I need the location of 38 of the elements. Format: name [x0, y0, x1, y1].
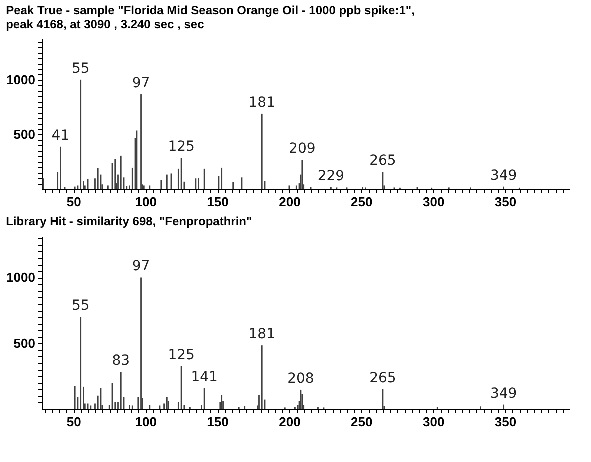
annotation: 265: [370, 370, 396, 386]
x-tick-label: 350: [494, 194, 517, 210]
annotation: 83: [112, 353, 130, 370]
annotation: 208: [288, 370, 314, 387]
x-tick-label: 300: [422, 194, 445, 210]
annotation: 181: [248, 326, 276, 343]
x-tick-label: 250: [351, 414, 373, 430]
x-tick-label: 100: [135, 414, 157, 430]
annotation: 55: [72, 298, 90, 314]
x-tick-label: 50: [66, 414, 82, 430]
annotation: 209: [289, 141, 316, 158]
annotation: 97: [132, 258, 150, 275]
x-tick-label: 50: [66, 194, 82, 210]
x-tick-label: 250: [351, 194, 373, 210]
annotation: 41: [52, 128, 70, 144]
x-tick-label: 350: [494, 414, 517, 430]
annotation: 265: [370, 153, 396, 170]
y-tick-label: 1000: [6, 270, 36, 286]
chart-title: Library Hit - similarity 698, "Fenpropathrin": [6, 214, 252, 228]
x-tick-label: 200: [279, 414, 301, 430]
x-tick-label: 100: [135, 194, 157, 210]
annotation: 229: [318, 168, 345, 184]
x-tick-label: 300: [422, 414, 445, 430]
x-tick-label: 150: [207, 194, 229, 210]
chart-title: Peak True - sample "Florida Mid Season Orange Oil - 1000 ppb spike:1", peak 4168, at 3090 , 3.240 sec , sec: [6, 4, 415, 32]
annotation: 141: [191, 369, 218, 386]
annotation: 181: [248, 94, 276, 111]
annotation: 349: [490, 168, 518, 184]
annotation: 97: [132, 76, 150, 92]
y-tick-label: 1000: [6, 72, 36, 88]
annotation: 125: [168, 347, 195, 364]
y-tick-label: 500: [14, 126, 36, 142]
y-tick-label: 500: [14, 336, 36, 351]
annotation: 125: [168, 139, 195, 156]
annotation: 349: [490, 386, 518, 402]
x-tick-label: 150: [207, 414, 229, 430]
x-tick-label: 200: [279, 194, 301, 210]
annotation: 55: [72, 60, 90, 77]
